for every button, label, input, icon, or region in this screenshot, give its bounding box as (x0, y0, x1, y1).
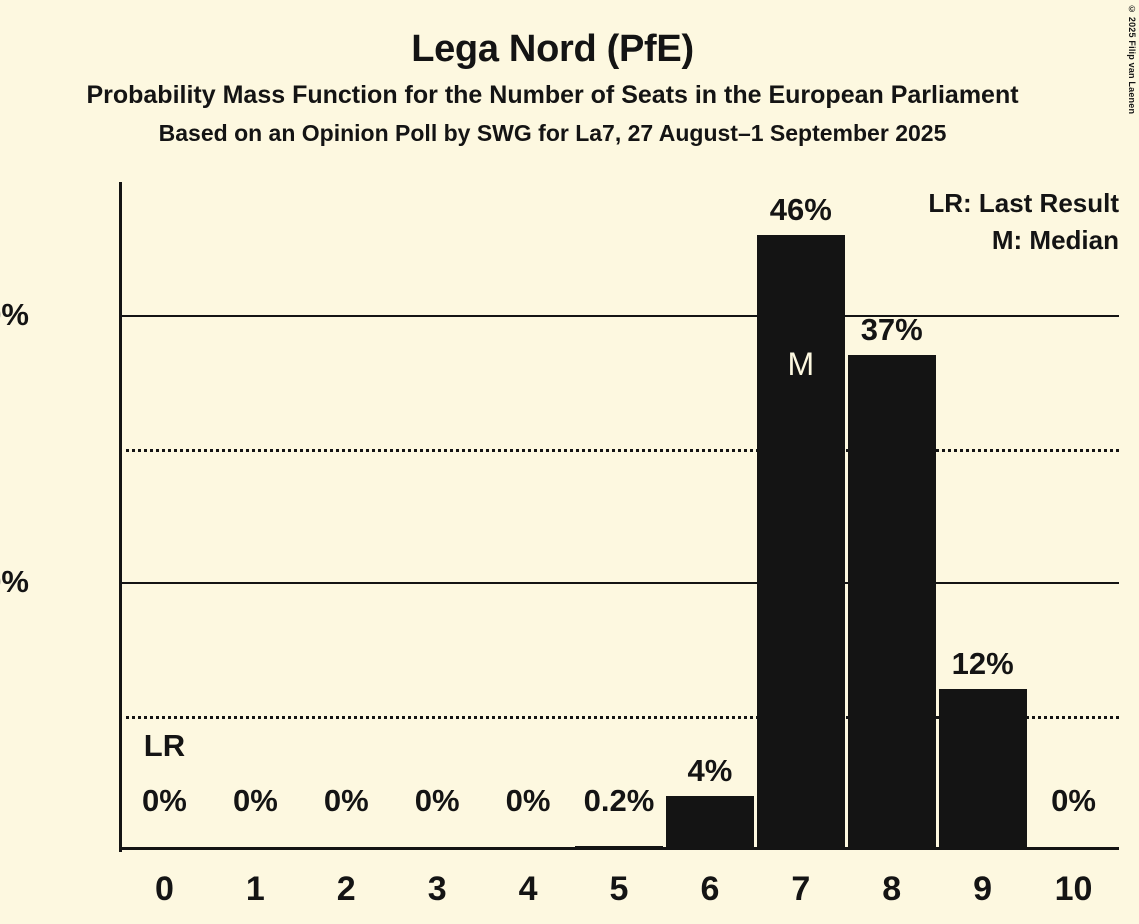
gridline-10pct-dotted (119, 715, 1119, 719)
bar-value-label-10: 0% (1051, 783, 1096, 818)
x-tick-label-5: 5 (609, 870, 629, 908)
y-tick-label-20: 20% (0, 564, 29, 600)
x-tick-label-7: 7 (791, 870, 811, 908)
bar-value-label-7: 46% (769, 192, 832, 228)
copyright-notice: © 2025 Filip van Laenen (1127, 4, 1137, 115)
gridline-30pct-dotted (119, 448, 1119, 452)
bar-value-label-3: 0% (414, 783, 460, 818)
x-tick-label-10: 10 (1054, 870, 1093, 908)
x-tick-label-3: 3 (427, 870, 447, 908)
plot-area: 20% 40% 0% 0% 0% 0% 0% 0.2% 4% 46% 37% 12% 0% LR M (0, 182, 1119, 849)
median-marker: M (787, 346, 815, 383)
bar-value-label-2: 0% (323, 783, 369, 818)
bar-seat-9[interactable] (938, 688, 1027, 849)
bar-value-label-6: 4% (687, 752, 733, 788)
x-tick-label-8: 8 (882, 870, 902, 908)
bar-value-label-8: 37% (860, 312, 923, 348)
last-result-marker: LR (143, 728, 186, 763)
bar-value-label-5: 0.2% (583, 783, 655, 818)
bar-value-label-0: 0% (142, 783, 187, 818)
chart-subtitle: Probability Mass Function for the Number… (86, 81, 1019, 109)
bar-seat-6[interactable] (665, 795, 754, 849)
bar-value-label-9: 12% (951, 645, 1014, 681)
x-tick-label-0: 0 (154, 870, 174, 908)
x-tick-label-6: 6 (700, 870, 720, 908)
x-tick-label-1: 1 (245, 870, 265, 908)
x-tick-label-2: 2 (336, 870, 356, 908)
chart-legend: LR: Last Result M: Median (928, 185, 1119, 259)
bar-value-label-1: 0% (232, 783, 278, 818)
gridline-20pct (119, 582, 1119, 585)
y-tick-label-40: 40% (0, 297, 29, 333)
bar-seat-5[interactable] (575, 846, 663, 849)
y-axis-line (119, 182, 122, 852)
bar-seat-8[interactable] (847, 355, 936, 849)
page-title: Lega Nord (PfE) (411, 28, 694, 70)
legend-item-last-result: LR: Last Result (928, 188, 1119, 218)
bar-seat-7[interactable] (756, 235, 845, 849)
chart-source-line: Based on an Opinion Poll by SWG for La7,… (158, 120, 947, 146)
x-tick-label-4: 4 (518, 870, 538, 908)
bar-value-label-4: 0% (505, 783, 551, 818)
legend-item-median: M: Median (991, 225, 1119, 255)
title-block: Lega Nord (PfE) Probability Mass Functio… (0, 0, 1105, 148)
x-tick-label-9: 9 (973, 870, 993, 908)
gridline-40pct (119, 315, 1119, 318)
